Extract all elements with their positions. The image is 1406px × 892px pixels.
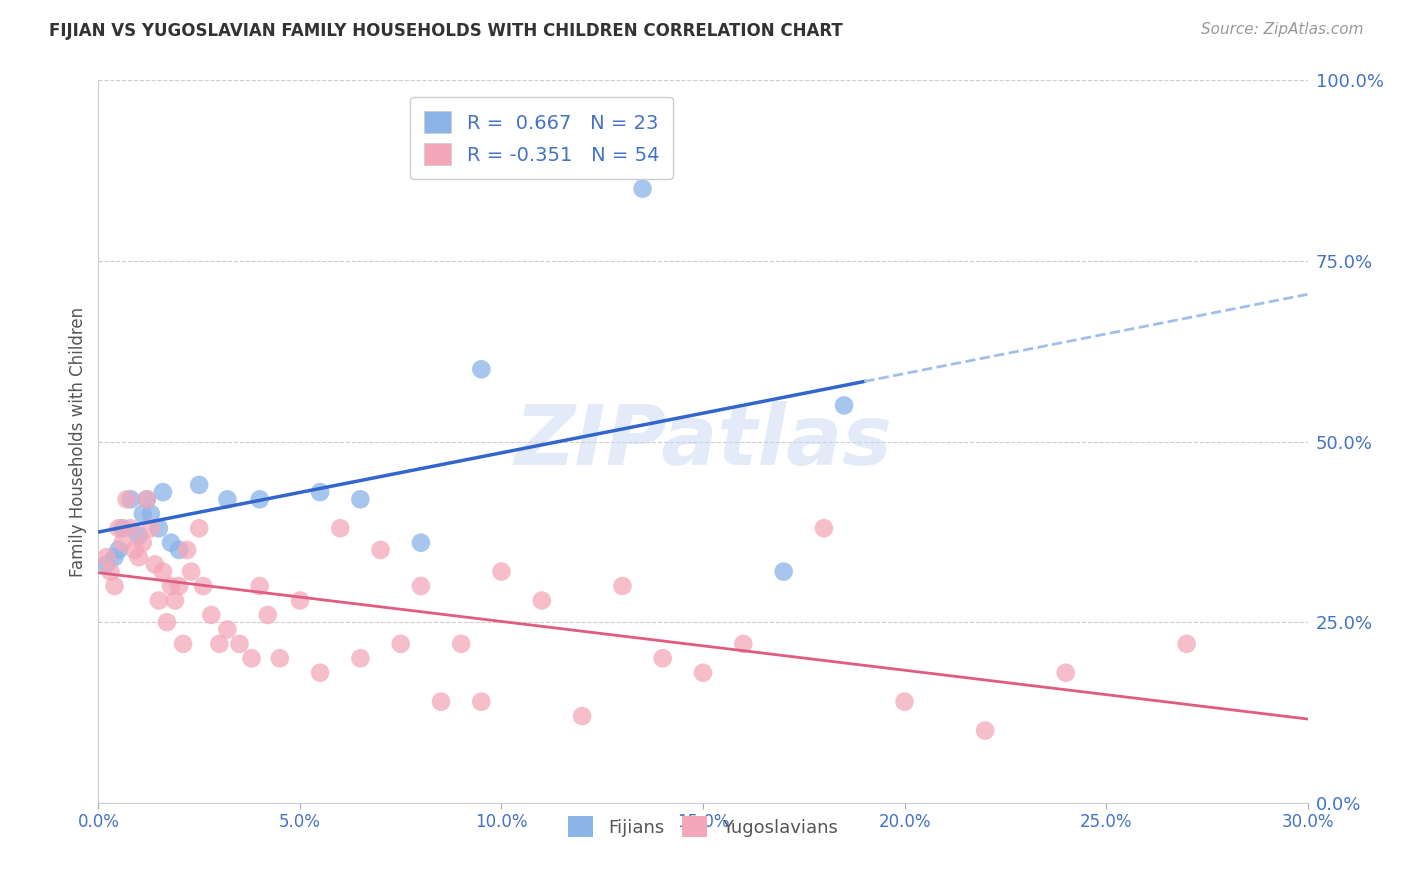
Text: Source: ZipAtlas.com: Source: ZipAtlas.com	[1201, 22, 1364, 37]
Point	[530, 593, 553, 607]
Point	[167, 579, 190, 593]
Point	[188, 521, 211, 535]
Point	[188, 478, 211, 492]
Point	[160, 535, 183, 549]
Point	[612, 579, 634, 593]
Point	[128, 550, 150, 565]
Point	[249, 579, 271, 593]
Y-axis label: Family Households with Children: Family Households with Children	[69, 307, 87, 576]
Point	[152, 485, 174, 500]
Point	[139, 507, 162, 521]
Legend: Fijians, Yugoslavians: Fijians, Yugoslavians	[561, 809, 845, 845]
Point	[309, 665, 332, 680]
Point	[217, 492, 239, 507]
Point	[160, 579, 183, 593]
Point	[651, 651, 673, 665]
Point	[96, 550, 118, 565]
Point	[269, 651, 291, 665]
Point	[128, 528, 150, 542]
Point	[309, 485, 332, 500]
Point	[240, 651, 263, 665]
Point	[370, 542, 392, 557]
Point	[389, 637, 412, 651]
Point	[631, 182, 654, 196]
Point	[107, 521, 129, 535]
Point	[217, 623, 239, 637]
Point	[103, 579, 125, 593]
Point	[974, 723, 997, 738]
Point	[571, 709, 593, 723]
Point	[692, 665, 714, 680]
Point	[733, 637, 755, 651]
Point	[491, 565, 513, 579]
Point	[329, 521, 352, 535]
Point	[115, 492, 138, 507]
Point	[256, 607, 278, 622]
Point	[100, 565, 122, 579]
Point	[249, 492, 271, 507]
Point	[430, 695, 453, 709]
Point	[111, 535, 134, 549]
Point	[163, 593, 186, 607]
Point	[172, 637, 194, 651]
Text: FIJIAN VS YUGOSLAVIAN FAMILY HOUSEHOLDS WITH CHILDREN CORRELATION CHART: FIJIAN VS YUGOSLAVIAN FAMILY HOUSEHOLDS …	[49, 22, 844, 40]
Point	[111, 521, 134, 535]
Point	[470, 362, 492, 376]
Point	[132, 507, 155, 521]
Point	[143, 558, 166, 572]
Point	[167, 542, 190, 557]
Point	[124, 542, 146, 557]
Point	[349, 651, 371, 665]
Point	[148, 593, 170, 607]
Point	[208, 637, 231, 651]
Point	[409, 535, 432, 549]
Point	[1054, 665, 1077, 680]
Point	[103, 550, 125, 565]
Point	[409, 579, 432, 593]
Point	[470, 695, 492, 709]
Point	[139, 521, 162, 535]
Point	[450, 637, 472, 651]
Point	[349, 492, 371, 507]
Point	[148, 521, 170, 535]
Point	[152, 565, 174, 579]
Point	[200, 607, 222, 622]
Text: ZIPatlas: ZIPatlas	[515, 401, 891, 482]
Point	[135, 492, 157, 507]
Point	[228, 637, 250, 651]
Point	[176, 542, 198, 557]
Point	[107, 542, 129, 557]
Point	[893, 695, 915, 709]
Point	[813, 521, 835, 535]
Point	[772, 565, 794, 579]
Point	[156, 615, 179, 630]
Point	[96, 558, 118, 572]
Point	[180, 565, 202, 579]
Point	[1175, 637, 1198, 651]
Point	[120, 492, 142, 507]
Point	[288, 593, 311, 607]
Point	[193, 579, 215, 593]
Point	[832, 398, 855, 412]
Point	[135, 492, 157, 507]
Point	[132, 535, 155, 549]
Point	[120, 521, 142, 535]
